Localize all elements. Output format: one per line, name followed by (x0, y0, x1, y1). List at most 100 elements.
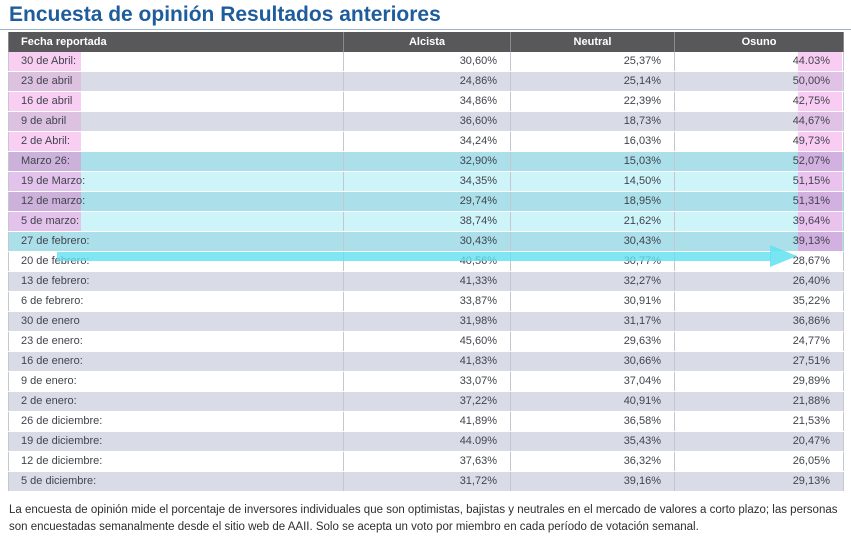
table-row: 9 de enero: 33,07% 37,04% 29,89% (8, 371, 844, 392)
column-header-alcista: Alcista (343, 32, 511, 52)
osuno-cell: 28,67% (674, 251, 844, 272)
alcista-cell: 33,07% (343, 371, 511, 392)
alcista-cell: 34,86% (343, 91, 511, 112)
osuno-cell: 51,15% (674, 171, 844, 192)
neutral-cell: 18,73% (510, 111, 675, 132)
table-row: 30 de Abril: 30,60% 25,37% 44.03% (8, 52, 844, 72)
results-table-container: Fecha reportada Alcista Neutral Osuno 30… (8, 32, 851, 492)
alcista-cell: 37,22% (343, 391, 511, 412)
osuno-cell: 49,73% (674, 131, 844, 152)
osuno-cell: 26,05% (674, 451, 844, 472)
osuno-cell: 52,07% (674, 151, 844, 172)
date-cell: 6 de febrero: (8, 291, 344, 312)
page-title: Encuesta de opinión Resultados anteriore… (9, 3, 441, 26)
title-underline (0, 29, 851, 30)
footer-note: La encuesta de opinión mide el porcentaj… (9, 504, 838, 533)
date-cell: 2 de enero: (8, 391, 344, 412)
alcista-cell: 38,74% (343, 211, 511, 232)
osuno-cell: 50,00% (674, 71, 844, 92)
neutral-cell: 25,14% (510, 71, 675, 92)
table-row: Marzo 26: 32,90% 15,03% 52,07% (8, 151, 844, 172)
neutral-cell: 31,17% (510, 311, 675, 332)
column-header-osuno: Osuno (674, 32, 844, 52)
alcista-cell: 33,87% (343, 291, 511, 312)
table-row: 13 de febrero: 41,33% 32,27% 26,40% (8, 271, 844, 292)
table-row: 6 de febrero: 33,87% 30,91% 35,22% (8, 291, 844, 312)
osuno-cell: 26,40% (674, 271, 844, 292)
table-row: 19 de diciembre: 44.09% 35,43% 20,47% (8, 431, 844, 452)
osuno-cell: 51,31% (674, 191, 844, 212)
alcista-cell: 32,90% (343, 151, 511, 172)
neutral-cell: 30,77% (510, 251, 675, 272)
neutral-cell: 25,37% (510, 52, 675, 72)
alcista-cell: 34,35% (343, 171, 511, 192)
date-cell: 16 de abril (8, 91, 344, 112)
table-row: 27 de febrero: 30,43% 30,43% 39,13% (8, 231, 844, 252)
neutral-cell: 15,03% (510, 151, 675, 172)
alcista-cell: 41,33% (343, 271, 511, 292)
table-row: 9 de abril 36,60% 18,73% 44,67% (8, 111, 844, 132)
osuno-cell: 21,53% (674, 411, 844, 432)
neutral-cell: 14,50% (510, 171, 675, 192)
table-row: 19 de Marzo: 34,35% 14,50% 51,15% (8, 171, 844, 192)
table-row: 23 de enero: 45,60% 29,63% 24,77% (8, 331, 844, 352)
alcista-cell: 31,72% (343, 471, 511, 492)
alcista-cell: 45,60% (343, 331, 511, 352)
alcista-cell: 41,83% (343, 351, 511, 372)
date-cell: 5 de marzo: (8, 211, 344, 232)
date-cell: 9 de abril (8, 111, 344, 132)
osuno-cell: 21,88% (674, 391, 844, 412)
osuno-cell: 27,51% (674, 351, 844, 372)
osuno-cell: 36,86% (674, 311, 844, 332)
osuno-cell: 39,13% (674, 231, 844, 252)
date-cell: 27 de febrero: (8, 231, 344, 252)
date-cell: 2 de Abril: (8, 131, 344, 152)
neutral-cell: 32,27% (510, 271, 675, 292)
date-cell: 26 de diciembre: (8, 411, 344, 432)
neutral-cell: 22,39% (510, 91, 675, 112)
alcista-cell: 37,63% (343, 451, 511, 472)
osuno-cell: 24,77% (674, 331, 844, 352)
neutral-cell: 29,63% (510, 331, 675, 352)
alcista-cell: 34,24% (343, 131, 511, 152)
table-row: 16 de enero: 41,83% 30,66% 27,51% (8, 351, 844, 372)
neutral-cell: 30,66% (510, 351, 675, 372)
table-row: 30 de enero 31,98% 31,17% 36,86% (8, 311, 844, 332)
table-row: 2 de enero: 37,22% 40,91% 21,88% (8, 391, 844, 412)
neutral-cell: 36,32% (510, 451, 675, 472)
column-header-neutral: Neutral (510, 32, 675, 52)
date-cell: 9 de enero: (8, 371, 344, 392)
table-row: 16 de abril 34,86% 22,39% 42,75% (8, 91, 844, 112)
alcista-cell: 29,74% (343, 191, 511, 212)
table-row: 23 de abril 24,86% 25,14% 50,00% (8, 71, 844, 92)
alcista-cell: 24,86% (343, 71, 511, 92)
osuno-cell: 29,89% (674, 371, 844, 392)
osuno-cell: 39,64% (674, 211, 844, 232)
results-table: Fecha reportada Alcista Neutral Osuno 30… (8, 32, 844, 492)
table-row: 2 de Abril: 34,24% 16,03% 49,73% (8, 131, 844, 152)
date-cell: 20 de febrero: (8, 251, 344, 272)
alcista-cell: 36,60% (343, 111, 511, 132)
date-cell: 13 de febrero: (8, 271, 344, 292)
date-cell: 16 de enero: (8, 351, 344, 372)
neutral-cell: 21,62% (510, 211, 675, 232)
date-cell: 5 de diciembre: (8, 471, 344, 492)
date-cell: 30 de enero (8, 311, 344, 332)
osuno-cell: 29,13% (674, 471, 844, 492)
date-cell: 23 de abril (8, 71, 344, 92)
table-row: 20 de febrero: 40,56% 30,77% 28,67% (8, 251, 844, 272)
table-header-row: Fecha reportada Alcista Neutral Osuno (8, 32, 844, 52)
neutral-cell: 35,43% (510, 431, 675, 452)
osuno-cell: 44,67% (674, 111, 844, 132)
neutral-cell: 16,03% (510, 131, 675, 152)
osuno-cell: 35,22% (674, 291, 844, 312)
osuno-cell: 20,47% (674, 431, 844, 452)
date-cell: 30 de Abril: (8, 52, 344, 72)
neutral-cell: 36,58% (510, 411, 675, 432)
date-cell: 12 de diciembre: (8, 451, 344, 472)
date-cell: 12 de marzo: (8, 191, 344, 212)
date-cell: 23 de enero: (8, 331, 344, 352)
osuno-cell: 44.03% (674, 52, 844, 72)
table-row: 5 de marzo: 38,74% 21,62% 39,64% (8, 211, 844, 232)
alcista-cell: 30,60% (343, 52, 511, 72)
